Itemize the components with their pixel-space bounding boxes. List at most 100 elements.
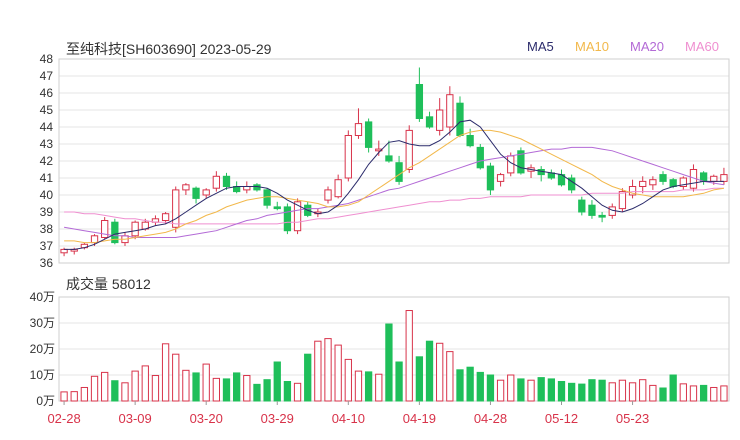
volume-bar-up [507,374,515,402]
ma5-line [64,119,724,250]
candle-up [334,179,342,198]
candle-up [496,174,505,182]
volume-bar-down [537,377,545,402]
volume-title: 成交量 [66,276,108,292]
volume-bar-up [496,379,505,402]
price-tick-label: 46 [40,86,54,100]
volume-bar-down [273,361,281,402]
volume-panel-border [58,296,730,402]
candle-down [111,221,119,244]
candle-down [669,179,677,187]
volume-bar-down [395,361,403,402]
volume-bar-up [293,382,302,402]
volume-bar-down [304,353,312,402]
volume-bar-up [527,379,535,402]
volume-tick-label: 20万 [30,342,55,356]
candle-up [172,189,180,228]
date-label: 05-12 [545,411,578,426]
chart-title: 至纯科技[SH603690] 2023-05-29 [66,41,272,57]
volume-value: 58012 [111,276,151,292]
volume-bar-up [182,369,190,402]
candle-down [699,172,708,182]
volume-bar-up [334,344,342,402]
candle-up [101,220,109,238]
volume-bar-up [375,373,383,402]
candle-down [456,102,464,136]
date-label: 05-23 [616,411,649,426]
candle-down [283,206,292,232]
volume-bar-up [172,353,180,402]
volume-bar-up [344,358,352,402]
candle-up [324,189,332,201]
volume-bar-up [618,379,627,402]
volume-bar-up [90,375,99,402]
volume-bar-down [588,379,596,402]
candle-up [446,94,454,128]
candle-down [598,214,606,218]
volume-bar-up [649,384,657,402]
volume-tick-label: 30万 [30,316,55,330]
candle-up [618,191,627,210]
legend-ma5: MA5 [527,39,554,54]
candle-down [222,175,231,188]
volume-bar-up [679,383,687,402]
candle-down [364,121,373,148]
volume-bar-down [222,378,231,402]
candle-up [628,186,637,196]
candle-down [517,150,525,174]
volume-bar-down [425,340,434,402]
candle-down [466,135,474,147]
price-tick-label: 44 [40,120,54,134]
volume-bar-down [192,372,200,402]
price-tick-label: 39 [40,205,54,219]
ma10-line [64,129,724,244]
date-label: 04-28 [474,411,507,426]
candle-up [60,248,68,254]
price-tick-label: 47 [40,69,54,83]
date-label: 04-19 [403,411,436,426]
price-tick-label: 37 [40,239,54,253]
volume-bar-down [466,366,474,402]
candle-up [710,175,718,182]
candle-down [425,116,434,128]
volume-bar-up [101,371,109,402]
candle-down [273,206,281,210]
volume-bar-up [212,377,220,402]
candle-down [395,162,403,182]
volume-bar-up [324,338,332,402]
legend-ma60: MA60 [685,39,719,54]
price-tick-label: 40 [40,188,54,202]
candle-up [90,235,99,244]
volume-bar-down [547,378,555,402]
price-tick-label: 36 [40,256,54,270]
candle-down [385,155,393,162]
date-label: 02-28 [47,411,80,426]
volume-bar-down [253,383,261,402]
legend-ma20: MA20 [630,39,664,54]
candle-up [161,213,170,221]
date-label: 03-20 [190,411,223,426]
date-label: 03-09 [119,411,152,426]
ma60-line [64,187,724,225]
volume-bar-down [233,372,241,402]
volume-bar-up [689,385,698,402]
volume-bar-up [121,382,129,402]
volume-bar-down [111,380,119,402]
volume-bar-up [628,382,637,402]
volume-tick-label: 0万 [36,394,55,408]
volume-bar-down [263,379,271,402]
volume-bar-down [557,381,566,402]
candle-up [507,155,515,174]
volume-bar-up [720,385,728,402]
candle-down [192,187,200,199]
candle-up [720,174,728,182]
price-tick-label: 48 [40,52,54,66]
candle-up [649,179,657,186]
volume-bar-down [486,374,495,402]
volume-bar-down [283,381,292,402]
price-tick-label: 38 [40,222,54,236]
candle-down [659,174,667,182]
candle-down [415,84,424,119]
volume-bar-up [70,391,78,402]
price-tick-label: 42 [40,154,54,168]
